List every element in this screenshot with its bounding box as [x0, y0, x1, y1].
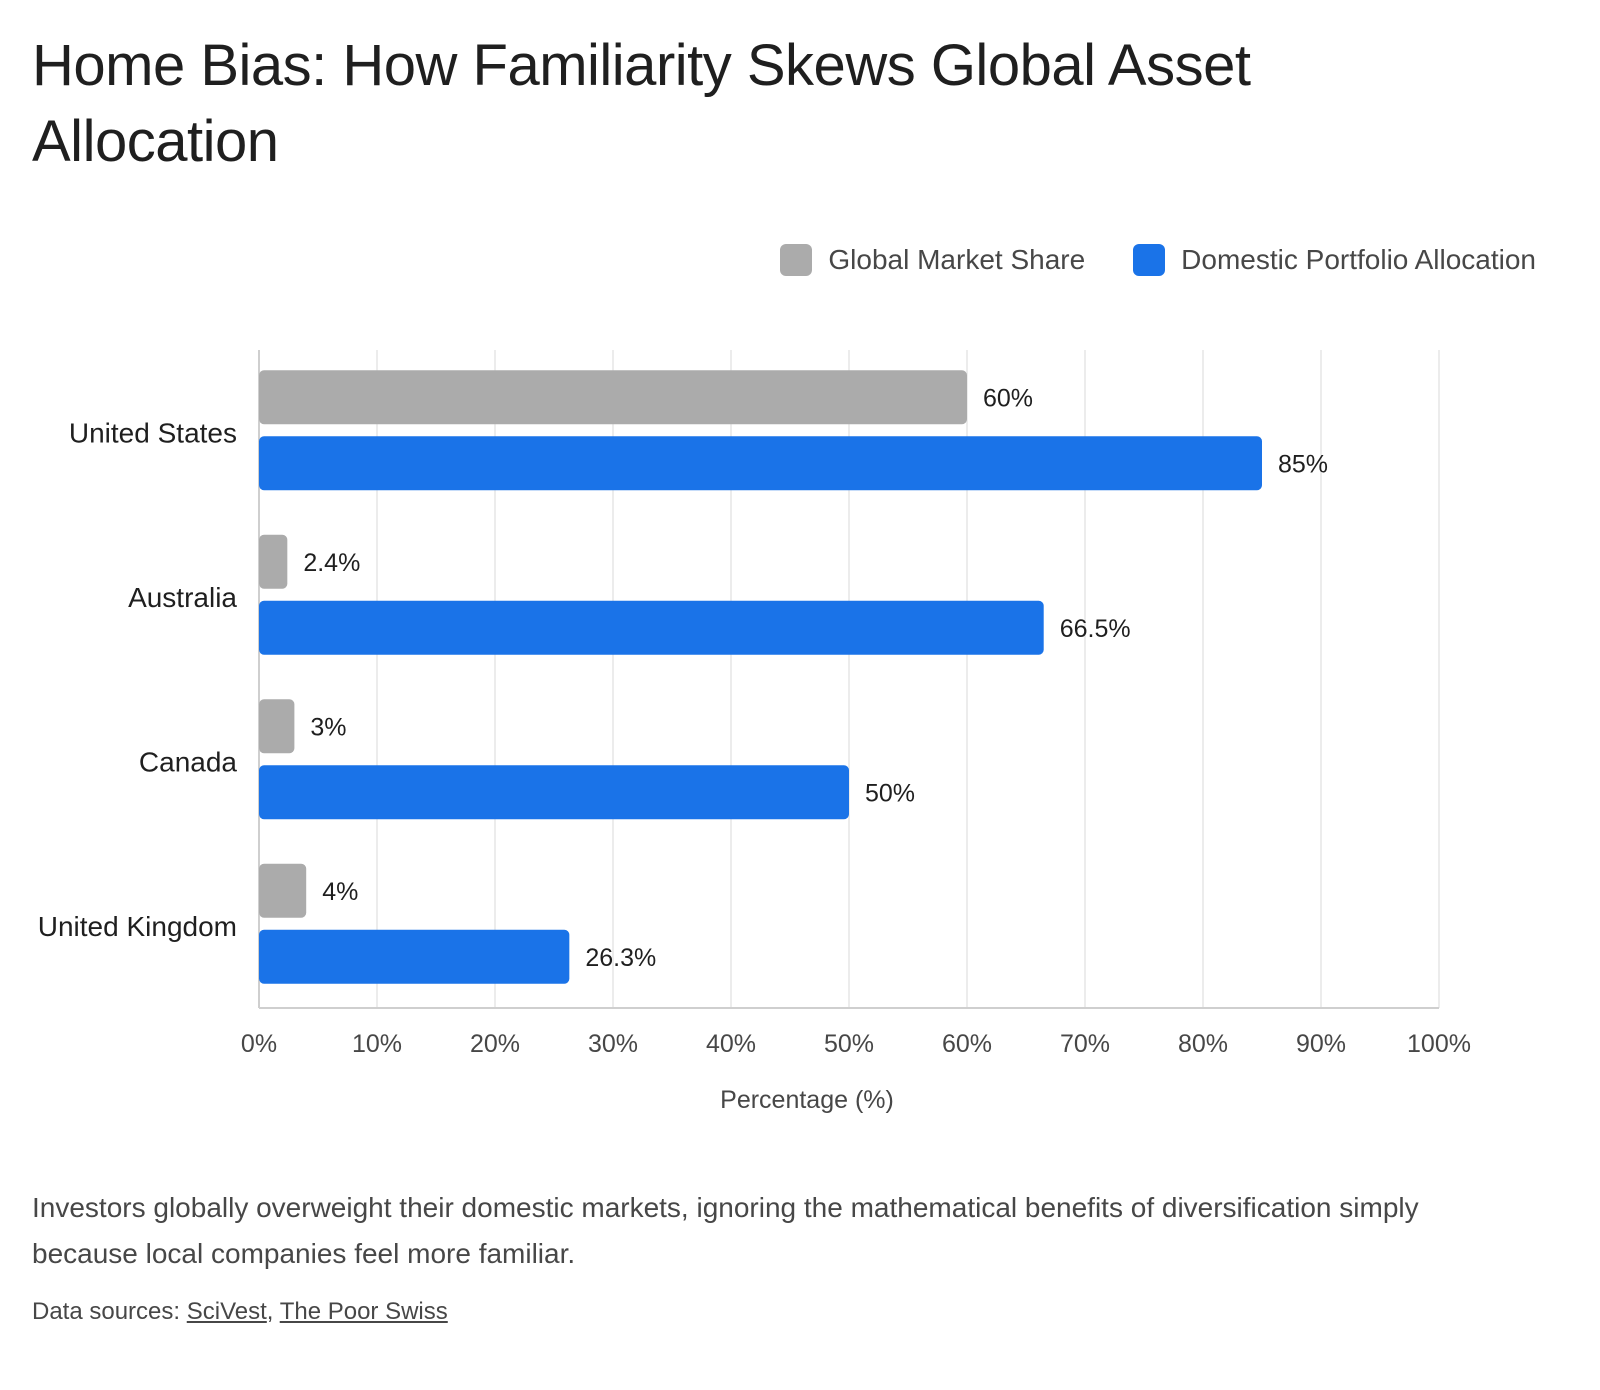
bar-domestic-portfolio-allocation-0: [259, 436, 1262, 491]
data-label-domestic-portfolio-allocation-3: 26.3%: [585, 944, 656, 972]
x-tick-label-2: 20%: [470, 1030, 520, 1058]
legend-item-domestic-portfolio-allocation[interactable]: Domestic Portfolio Allocation: [1133, 244, 1536, 276]
bar-global-market-share-0: [259, 370, 967, 425]
data-label-domestic-portfolio-allocation-2: 50%: [865, 779, 915, 807]
data-label-domestic-portfolio-allocation-0: 85%: [1278, 450, 1328, 478]
bar-domestic-portfolio-allocation-3: [259, 929, 570, 984]
chart-title: Home Bias: How Familiarity Skews Global …: [32, 33, 1251, 174]
bar-global-market-share-2: [259, 699, 295, 754]
x-tick-label-10: 100%: [1407, 1030, 1471, 1058]
source-link-scivest[interactable]: SciVest: [186, 1298, 267, 1325]
x-tick-label-1: 10%: [352, 1030, 402, 1058]
sources-separator: ,: [266, 1298, 274, 1325]
legend-item-global-market-share[interactable]: Global Market Share: [780, 244, 1085, 276]
data-sources: Data sources: SciVest, The Poor Swiss: [32, 1298, 448, 1326]
x-tick-label-7: 70%: [1060, 1030, 1110, 1058]
chart-legend: Global Market Share Domestic Portfolio A…: [732, 244, 1536, 276]
x-tick-label-0: 0%: [241, 1030, 277, 1058]
category-label-1: Australia: [128, 582, 237, 613]
bar-domestic-portfolio-allocation-1: [259, 600, 1044, 655]
bar-domestic-portfolio-allocation-2: [259, 765, 849, 820]
data-label-domestic-portfolio-allocation-1: 66.5%: [1060, 615, 1131, 643]
x-tick-label-6: 60%: [942, 1030, 992, 1058]
legend-swatch-domestic: [1133, 244, 1166, 276]
legend-label-global: Global Market Share: [828, 244, 1086, 275]
bar-global-market-share-3: [259, 863, 307, 918]
source-link-the-poor-swiss[interactable]: The Poor Swiss: [279, 1298, 448, 1325]
x-tick-label-9: 90%: [1296, 1030, 1346, 1058]
x-tick-label-5: 50%: [824, 1030, 874, 1058]
category-label-0: United States: [69, 417, 237, 448]
x-tick-label-3: 30%: [588, 1030, 638, 1058]
legend-label-domestic: Domestic Portfolio Allocation: [1181, 244, 1536, 275]
data-label-global-market-share-2: 3%: [310, 713, 346, 741]
legend-swatch-global: [780, 244, 813, 276]
category-label-2: Canada: [139, 746, 238, 777]
x-tick-label-8: 80%: [1178, 1030, 1228, 1058]
data-label-global-market-share-1: 2.4%: [303, 549, 360, 577]
bar-global-market-share-1: [259, 534, 288, 589]
chart-description: Investors globally overweight their dome…: [32, 1192, 1419, 1269]
data-label-global-market-share-3: 4%: [322, 878, 358, 906]
data-label-global-market-share-0: 60%: [983, 384, 1033, 412]
sources-label: Data sources:: [32, 1298, 181, 1325]
bar-chart: 0% 10% 20% 30% 40% 50% 60% 70% 80% 90% 100% Percent…: [38, 350, 1471, 1114]
category-label-3: United Kingdom: [38, 911, 237, 942]
x-axis-title: Percentage (%): [720, 1086, 894, 1114]
x-tick-label-4: 40%: [706, 1030, 756, 1058]
